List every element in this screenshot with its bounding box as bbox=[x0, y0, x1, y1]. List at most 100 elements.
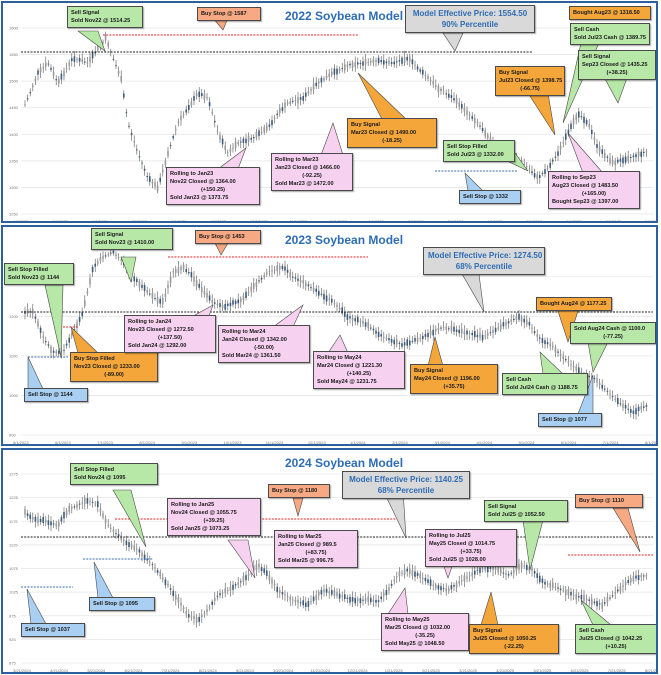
svg-text:12/21/2024: 12/21/2024 bbox=[348, 668, 369, 673]
svg-text:6/1/2023: 6/1/2023 bbox=[55, 440, 71, 445]
buy-signal-jul23-callout: Buy Signal Jul23 Closed @ 1398.75 (-66.75) bbox=[495, 66, 565, 97]
sell-stop-callout: Sell Stop @ 1332 bbox=[459, 190, 521, 205]
svg-text:4/1/2023: 4/1/2023 bbox=[487, 219, 503, 223]
buy-signal-callout: Buy Signal Jul25 Closed @ 1050.25 (-22.25) bbox=[469, 624, 559, 655]
panel-title: 2023 Soybean Model bbox=[285, 233, 404, 247]
svg-text:6/1/2022: 6/1/2022 bbox=[92, 219, 108, 223]
svg-text:12/1/2022: 12/1/2022 bbox=[329, 219, 348, 223]
rolling-mar25-callout: Rolling to Mar25 Jan25 Closed @ 989.5 (+83… bbox=[274, 530, 358, 569]
svg-text:5/1/2022: 5/1/2022 bbox=[53, 219, 69, 223]
sell-signal-callout: Sell Signal Sold Nov23 @ 1410.00 bbox=[91, 228, 173, 251]
buy-stop-callout: Buy Stop @ 1453 bbox=[195, 230, 261, 245]
model-price-callout: Model Effective Price: 1140.25 68% Percen… bbox=[342, 471, 470, 500]
sell-cash-callout: Sell Cash Sold Jul24 Cash @ 1188.75 bbox=[502, 373, 588, 396]
rolling-sep23-callout: Rolling to Sep23 Aug23 Closed @ 1483.50 (+… bbox=[548, 171, 640, 210]
svg-text:3/1/2023: 3/1/2023 bbox=[448, 219, 464, 223]
svg-text:8/1/2024: 8/1/2024 bbox=[645, 440, 658, 445]
svg-text:1000: 1000 bbox=[9, 393, 19, 398]
svg-text:5/1/2023: 5/1/2023 bbox=[527, 219, 543, 223]
svg-text:10/1/2022: 10/1/2022 bbox=[250, 219, 269, 223]
svg-text:5/21/2024: 5/21/2024 bbox=[87, 668, 106, 673]
svg-text:12/1/2023: 12/1/2023 bbox=[308, 440, 327, 445]
svg-text:1550: 1550 bbox=[9, 52, 19, 57]
panel-title: 2024 Soybean Model bbox=[285, 456, 404, 470]
svg-text:2/21/2025: 2/21/2025 bbox=[422, 668, 441, 673]
svg-text:4/1/2022: 4/1/2022 bbox=[13, 219, 29, 223]
svg-text:1100: 1100 bbox=[9, 353, 18, 358]
rolling-mar23-callout: Rolling to Mar23 Jan23 Closed @ 1466.00 (-… bbox=[271, 153, 353, 192]
svg-text:8/1/2023: 8/1/2023 bbox=[645, 219, 658, 223]
svg-text:1600: 1600 bbox=[9, 26, 19, 31]
buy-stop-1110-callout: Buy Stop @ 1110 bbox=[575, 494, 643, 509]
svg-text:8/1/2022: 8/1/2022 bbox=[171, 219, 187, 223]
svg-text:5/1/2024: 5/1/2024 bbox=[519, 440, 535, 445]
svg-text:3/21/2025: 3/21/2025 bbox=[459, 668, 478, 673]
model-price-callout: Model Effective Price: 1554.50 90% Percen… bbox=[405, 5, 535, 34]
svg-text:1200: 1200 bbox=[9, 314, 19, 319]
svg-text:1075: 1075 bbox=[9, 566, 19, 571]
buy-signal-callout: Buy Signal May24 Closed @ 1196.00 (+35.75) bbox=[410, 364, 498, 395]
svg-text:6/21/2025: 6/21/2025 bbox=[571, 668, 590, 673]
svg-text:9/1/2023: 9/1/2023 bbox=[182, 440, 198, 445]
svg-text:7/1/2023: 7/1/2023 bbox=[97, 440, 113, 445]
svg-text:9/21/2024: 9/21/2024 bbox=[236, 668, 255, 673]
svg-text:4/21/2024: 4/21/2024 bbox=[50, 668, 69, 673]
sold-aug24-callout: Sold Aug24 Cash @ 1100.0 (-77.25) bbox=[570, 322, 656, 345]
svg-text:1275: 1275 bbox=[9, 472, 19, 477]
rolling-may25-callout: Rolling to May25 Mar25 Closed @ 1032.00 (-… bbox=[381, 613, 469, 652]
chart-panel-2023: 13001200110010009005/1/20236/1/20237/1/2… bbox=[1, 225, 658, 446]
sell-stop-1077-callout: Sell Stop @ 1077 bbox=[538, 413, 602, 428]
svg-text:2/1/2023: 2/1/2023 bbox=[408, 219, 424, 223]
sell-stop-1144-callout: Sell Stop @ 1144 bbox=[24, 388, 88, 403]
svg-text:875: 875 bbox=[9, 661, 16, 666]
svg-text:6/1/2023: 6/1/2023 bbox=[566, 219, 582, 223]
svg-text:1/1/2024: 1/1/2024 bbox=[350, 440, 366, 445]
rolling-jan25-callout: Rolling to Jan25 Nov24 Closed @ 1055.75 (+… bbox=[167, 498, 261, 537]
bought-aug24-callout: Bought Aug24 @ 1177.25 bbox=[536, 297, 612, 312]
svg-text:3/1/2024: 3/1/2024 bbox=[434, 440, 450, 445]
svg-text:1175: 1175 bbox=[9, 519, 18, 524]
panel-title: 2022 Soybean Model bbox=[285, 9, 404, 23]
sell-stop-filled-callout: Sell Stop Filled Sold Nov24 @ 1095 bbox=[70, 463, 158, 486]
sell-cash-callout: Sell Cash Sold Jul23 Cash @ 1389.75 bbox=[570, 23, 650, 46]
svg-text:7/1/2024: 7/1/2024 bbox=[603, 440, 619, 445]
svg-text:1350: 1350 bbox=[9, 158, 19, 163]
svg-text:8/1/2023: 8/1/2023 bbox=[139, 440, 155, 445]
svg-text:6/1/2024: 6/1/2024 bbox=[561, 440, 577, 445]
svg-text:1500: 1500 bbox=[9, 79, 19, 84]
svg-text:11/1/2022: 11/1/2022 bbox=[290, 219, 308, 223]
sell-stop-filled-callout: Sell Stop Filled Sold Jul23 @ 1332.00 bbox=[443, 140, 515, 163]
sell-signal-sep23-callout: Sell Signal Sep23 Closed @ 1435.25 (+38.25… bbox=[578, 50, 656, 81]
svg-text:7/21/2025: 7/21/2025 bbox=[608, 668, 627, 673]
svg-text:1400: 1400 bbox=[9, 132, 19, 137]
rolling-jan24-callout: Rolling to Jan24 Nov23 Closed @ 1272.50 (+… bbox=[124, 315, 216, 354]
svg-text:6/21/2024: 6/21/2024 bbox=[125, 668, 144, 673]
svg-text:1125: 1125 bbox=[9, 542, 18, 547]
svg-text:7/1/2022: 7/1/2022 bbox=[132, 219, 148, 223]
svg-text:1300: 1300 bbox=[9, 185, 19, 190]
svg-text:7/21/2024: 7/21/2024 bbox=[162, 668, 181, 673]
svg-text:5/1/2023: 5/1/2023 bbox=[13, 440, 29, 445]
svg-text:9/1/2022: 9/1/2022 bbox=[211, 219, 227, 223]
svg-text:3/21/2024: 3/21/2024 bbox=[13, 668, 32, 673]
sell-signal-callout: Sell Signal Sold Jul25 @ 1052.50 bbox=[484, 500, 568, 523]
svg-text:975: 975 bbox=[9, 613, 16, 618]
sell-stop-filled-callout: Sell Stop Filled Sold Nov23 @ 1144 bbox=[4, 263, 74, 286]
buy-stop-filled-callout: Buy Stop Filled Nov23 Closed @ 1233.00 (-8… bbox=[70, 352, 158, 383]
svg-text:8/21/2025: 8/21/2025 bbox=[645, 668, 658, 673]
svg-text:10/21/2024: 10/21/2024 bbox=[273, 668, 294, 673]
svg-text:1/1/2023: 1/1/2023 bbox=[369, 219, 385, 223]
svg-text:1/21/2025: 1/21/2025 bbox=[385, 668, 404, 673]
bought-aug23-callout: Bought Aug23 @ 1318.50 bbox=[569, 6, 651, 21]
svg-text:5/21/2025: 5/21/2025 bbox=[533, 668, 552, 673]
svg-text:1225: 1225 bbox=[9, 495, 19, 500]
svg-text:4/21/2025: 4/21/2025 bbox=[496, 668, 515, 673]
sell-signal-callout: Sell Signal Sold Nov22 @ 1514.25 bbox=[67, 6, 143, 29]
rolling-mar24-callout: Rolling to Mar24 Jan24 Closed @ 1342.00 (-… bbox=[218, 325, 310, 364]
svg-text:4/1/2024: 4/1/2024 bbox=[476, 440, 492, 445]
chart-panel-2024: 1275 1225 1175 1125 1075 1025 975 925 875 3/21/20… bbox=[1, 448, 658, 674]
svg-text:8/21/2024: 8/21/2024 bbox=[199, 668, 218, 673]
svg-text:10/1/2023: 10/1/2023 bbox=[224, 440, 243, 445]
svg-text:1025: 1025 bbox=[9, 590, 19, 595]
svg-text:1450: 1450 bbox=[9, 105, 19, 110]
